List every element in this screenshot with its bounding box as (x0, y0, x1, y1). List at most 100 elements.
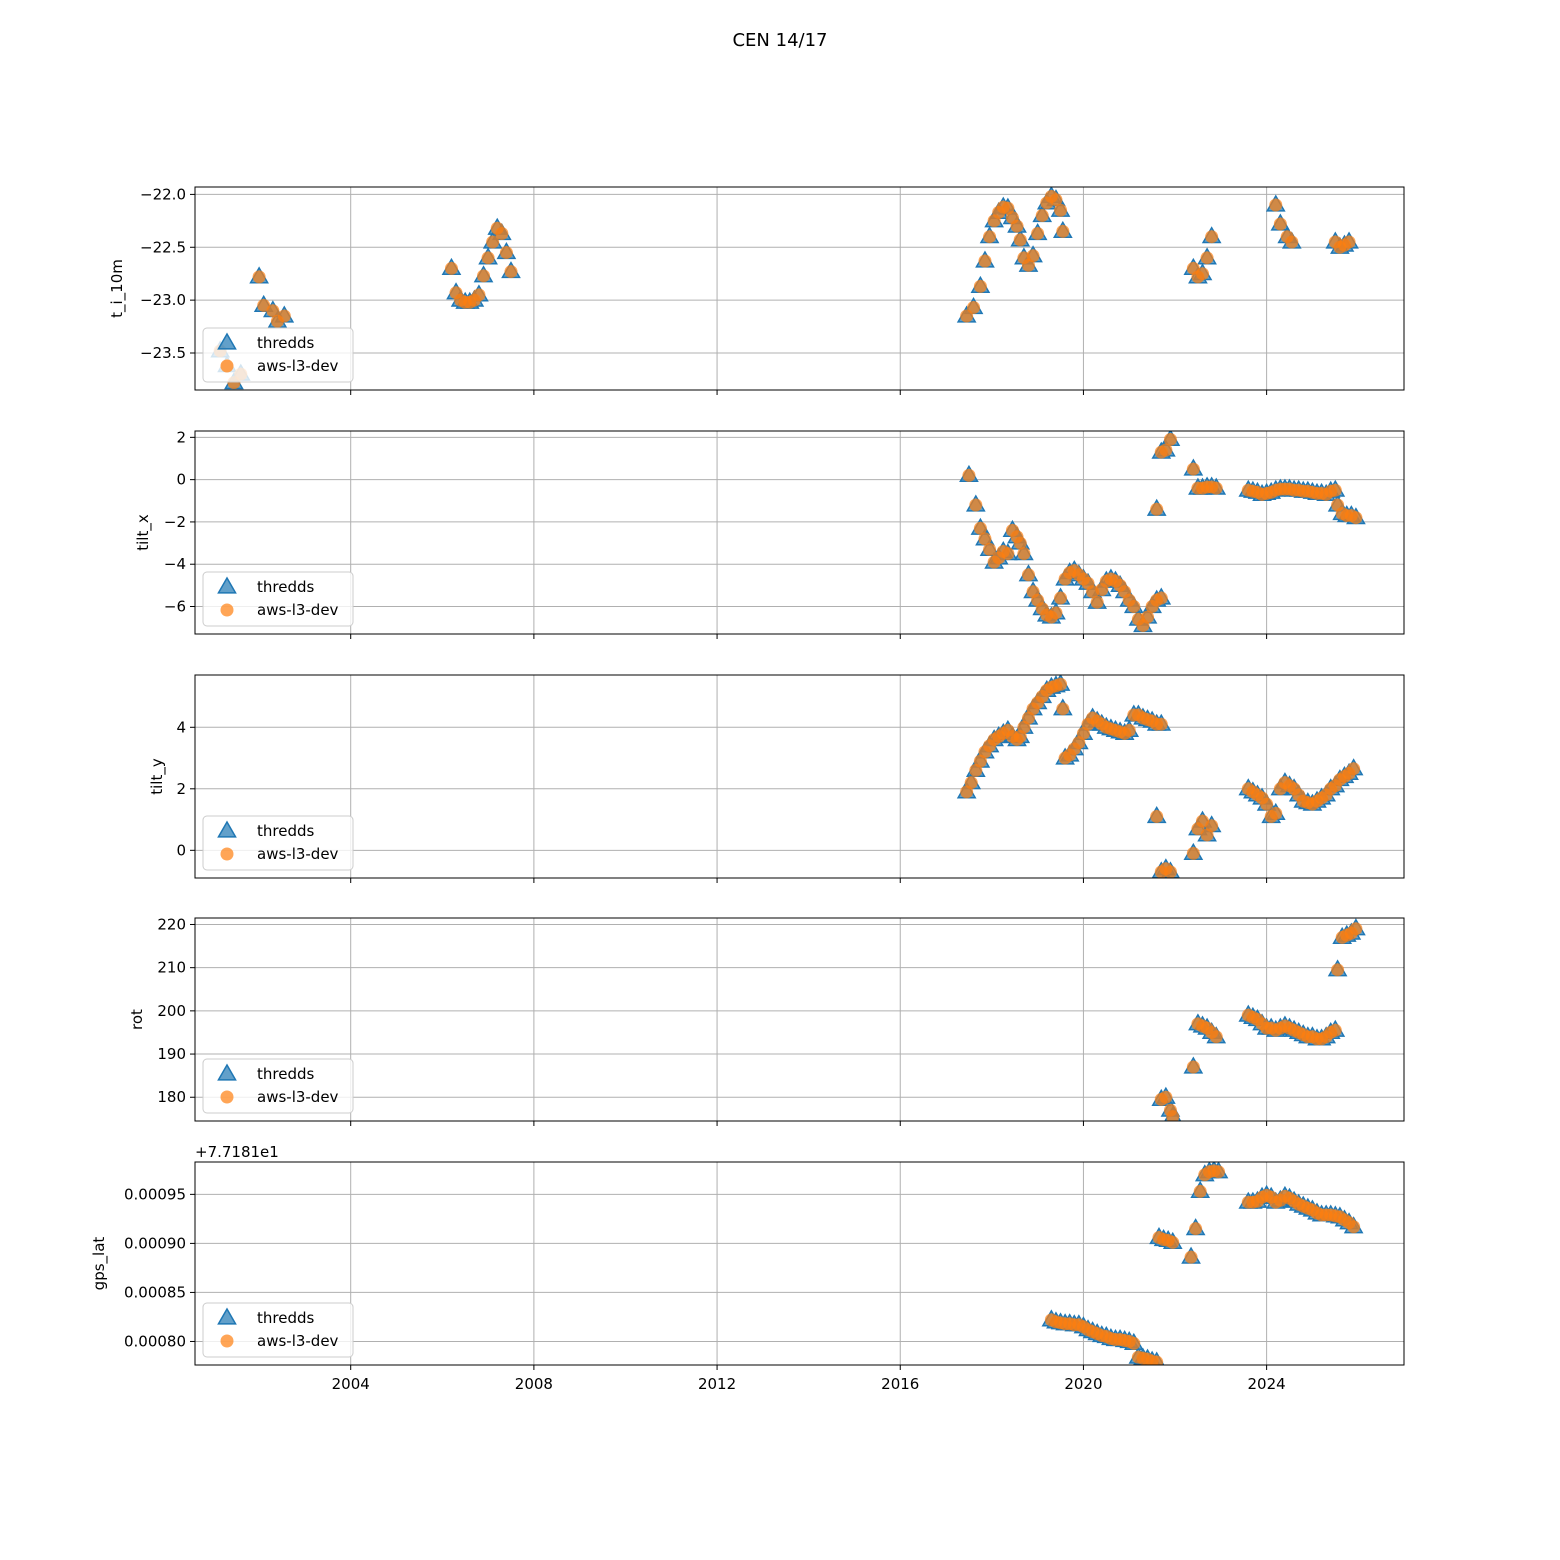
aws-l3-dev-point (1026, 249, 1040, 263)
legend-aws-label: aws-l3-dev (257, 1332, 339, 1350)
aws-l3-dev-point (1193, 1184, 1207, 1198)
aws-l3-dev-point (1331, 963, 1345, 977)
aws-l3-dev-point (973, 521, 987, 535)
aws-l3-dev-point (1056, 224, 1070, 238)
x-tick-label: 2020 (1064, 1375, 1102, 1393)
y-axis-label: gps_lat (90, 1237, 109, 1291)
legend-thredds-label: thredds (257, 334, 314, 352)
y-tick-label: −6 (164, 598, 186, 616)
aws-l3-dev-point (252, 270, 266, 284)
aws-l3-dev-point (1154, 717, 1168, 731)
legend-thredds-marker (217, 1063, 237, 1081)
aws-l3-dev-point (1189, 1222, 1203, 1236)
aws-l3-dev-point (1186, 846, 1200, 860)
aws-l3-dev-point (978, 532, 992, 546)
aws-l3-dev-point (967, 301, 981, 315)
aws-l3-dev-point (1163, 432, 1177, 446)
legend-thredds-label: thredds (257, 1065, 314, 1083)
legend-aws-label: aws-l3-dev (257, 1088, 339, 1106)
aws-l3-dev-point (1328, 483, 1342, 497)
legend-box (202, 1302, 354, 1358)
y-axis-label: rot (128, 1009, 146, 1030)
aws-l3-dev-point (1260, 797, 1274, 811)
aws-l3-dev-point (499, 246, 513, 260)
aws-l3-dev-point (504, 265, 518, 279)
aws-l3-dev-point (1209, 481, 1223, 495)
y-tick-label: −2 (164, 513, 186, 531)
aws-l3-dev-point (1154, 591, 1168, 605)
legend: thredds aws-l3-dev (202, 571, 354, 627)
aws-l3-dev-point (1342, 235, 1356, 249)
aws-l3-dev-point (472, 288, 486, 302)
axes-frame (194, 430, 1405, 635)
legend-box (202, 815, 354, 871)
axes-frame (194, 1161, 1405, 1366)
aws-l3-dev-point (1186, 1060, 1200, 1074)
legend-thredds-label: thredds (257, 1309, 314, 1327)
legend-thredds-marker (217, 332, 237, 350)
legend-aws-label: aws-l3-dev (257, 845, 339, 863)
y-tick-label: −23.5 (140, 344, 186, 362)
y-tick-label: 220 (157, 915, 186, 933)
y-tick-label: 4 (176, 718, 186, 736)
aws-l3-dev-point (1196, 267, 1209, 281)
figure-title: CEN 14/17 (732, 30, 827, 51)
aws-l3-dev-point (1159, 1090, 1173, 1104)
y-tick-label: 0.00080 (124, 1332, 186, 1350)
aws-l3-dev-point (1285, 235, 1299, 249)
legend-thredds-marker (217, 576, 237, 594)
y-tick-label: −23.0 (140, 291, 186, 309)
aws-l3-dev-point (1209, 1030, 1223, 1044)
data-marks (1151, 918, 1366, 1121)
x-tick-label: 2024 (1248, 1375, 1286, 1393)
legend-aws-marker (220, 847, 234, 861)
aws-l3-dev-point (1021, 568, 1035, 582)
y-tick-label: 0.00095 (124, 1185, 186, 1203)
aws-l3-dev-point (266, 304, 280, 318)
legend-thredds-marker (217, 820, 237, 838)
legend-box (202, 1058, 354, 1114)
aws-l3-dev-point (1141, 610, 1155, 624)
aws-l3-dev-point (444, 261, 458, 275)
y-axis-label: tilt_x (134, 514, 153, 551)
aws-l3-dev-point (978, 254, 992, 268)
subplot-gps_lat: 0.00080 0.00085 0.00090 0.00095 2004 2008 2012… (90, 1143, 1405, 1393)
aws-l3-dev-point (1127, 1336, 1141, 1350)
aws-l3-dev-point (1205, 230, 1219, 244)
y-tick-label: 0 (176, 841, 186, 859)
aws-l3-dev-point (1017, 547, 1031, 561)
aws-l3-dev-point (1150, 809, 1164, 823)
aws-l3-dev-point (1273, 217, 1287, 231)
aws-l3-dev-point (1054, 203, 1068, 217)
aws-l3-dev-point (1127, 600, 1141, 614)
aws-l3-dev-point (1349, 922, 1363, 936)
axes-frame (194, 917, 1405, 1122)
y-tick-label: 2 (176, 780, 186, 798)
aws-l3-dev-point (1212, 1165, 1226, 1179)
aws-l3-dev-point (983, 230, 997, 244)
aws-l3-dev-point (1166, 1235, 1180, 1249)
data-marks (210, 187, 1359, 390)
legend: thredds aws-l3-dev (202, 1302, 354, 1358)
legend-aws-marker (220, 1334, 234, 1348)
aws-l3-dev-point (1049, 193, 1063, 207)
aws-l3-dev-point (1166, 1110, 1180, 1121)
legend: thredds aws-l3-dev (202, 327, 354, 383)
aws-l3-dev-point (1090, 595, 1104, 609)
y-axis-label: tilt_y (148, 758, 167, 795)
aws-l3-dev-point (1054, 591, 1068, 605)
y-tick-label: 190 (157, 1045, 186, 1063)
aws-l3-dev-point (983, 542, 997, 556)
y-tick-label: 180 (157, 1088, 186, 1106)
legend-thredds-label: thredds (257, 822, 314, 840)
x-tick-label: 2008 (515, 1375, 553, 1393)
y-tick-label: 200 (157, 1002, 186, 1020)
legend-box (202, 571, 354, 627)
data-marks (959, 431, 1366, 633)
aws-l3-dev-point (1013, 233, 1027, 247)
aws-l3-dev-point (1150, 1355, 1164, 1365)
x-tick-label: 2012 (698, 1375, 736, 1393)
